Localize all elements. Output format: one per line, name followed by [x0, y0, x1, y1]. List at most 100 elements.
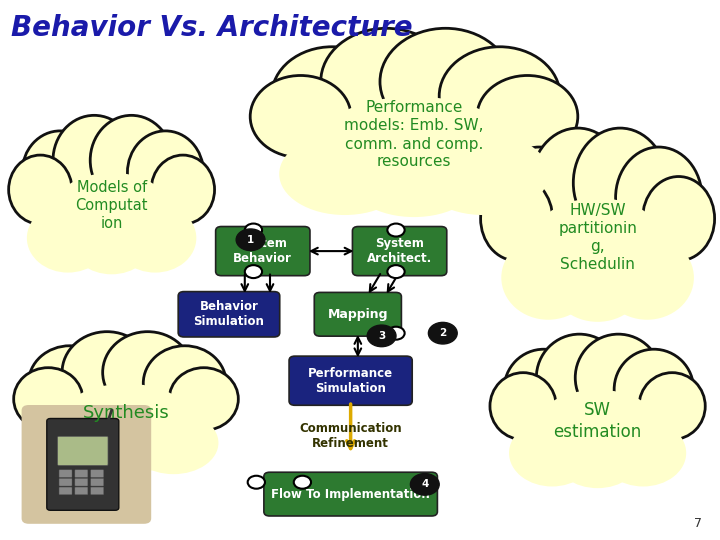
Ellipse shape — [540, 390, 656, 453]
Ellipse shape — [439, 47, 560, 145]
Ellipse shape — [90, 116, 173, 205]
Ellipse shape — [307, 86, 521, 184]
Text: SW
estimation: SW estimation — [554, 401, 642, 441]
Circle shape — [387, 327, 405, 340]
Text: Behavior
Simulation: Behavior Simulation — [194, 300, 264, 328]
Ellipse shape — [103, 332, 192, 413]
Ellipse shape — [34, 411, 123, 474]
Ellipse shape — [129, 411, 218, 474]
FancyBboxPatch shape — [353, 226, 446, 275]
Ellipse shape — [600, 235, 694, 320]
Text: Mapping: Mapping — [328, 308, 388, 321]
Ellipse shape — [490, 373, 556, 440]
Ellipse shape — [81, 416, 171, 476]
Ellipse shape — [151, 155, 215, 224]
Text: HW/SW
partitionin
g,
Schedulin: HW/SW partitionin g, Schedulin — [558, 203, 637, 272]
Circle shape — [236, 229, 265, 251]
Ellipse shape — [418, 133, 549, 215]
Ellipse shape — [27, 204, 109, 273]
Ellipse shape — [643, 177, 714, 261]
Ellipse shape — [66, 384, 186, 442]
Ellipse shape — [325, 97, 502, 173]
FancyBboxPatch shape — [22, 405, 151, 524]
Circle shape — [387, 265, 405, 278]
Circle shape — [245, 224, 262, 237]
Text: Flow To Implementation: Flow To Implementation — [271, 488, 430, 501]
Ellipse shape — [143, 346, 226, 421]
FancyBboxPatch shape — [75, 478, 88, 486]
Ellipse shape — [575, 334, 662, 421]
Ellipse shape — [504, 349, 583, 430]
FancyBboxPatch shape — [216, 226, 310, 275]
FancyBboxPatch shape — [91, 487, 104, 495]
Ellipse shape — [496, 147, 582, 248]
Ellipse shape — [551, 242, 644, 322]
FancyBboxPatch shape — [264, 472, 438, 516]
Ellipse shape — [501, 235, 595, 320]
Ellipse shape — [9, 155, 72, 224]
Circle shape — [367, 325, 396, 347]
Circle shape — [248, 476, 265, 489]
Ellipse shape — [509, 420, 595, 487]
Ellipse shape — [62, 332, 152, 413]
Ellipse shape — [348, 139, 480, 217]
Ellipse shape — [127, 131, 204, 214]
Ellipse shape — [480, 177, 552, 261]
Ellipse shape — [14, 368, 83, 430]
FancyBboxPatch shape — [289, 356, 412, 405]
Ellipse shape — [614, 349, 693, 430]
Text: Models of
Computat
ion: Models of Computat ion — [76, 180, 148, 231]
Ellipse shape — [53, 116, 135, 205]
Ellipse shape — [380, 28, 511, 135]
Text: System
Architect.: System Architect. — [367, 237, 432, 265]
FancyBboxPatch shape — [91, 478, 104, 486]
Circle shape — [428, 322, 457, 344]
FancyBboxPatch shape — [59, 487, 72, 495]
Text: 4: 4 — [421, 480, 428, 489]
Text: Communication
Refinement: Communication Refinement — [300, 422, 402, 450]
Ellipse shape — [534, 198, 661, 277]
FancyBboxPatch shape — [314, 293, 402, 336]
Ellipse shape — [22, 131, 98, 214]
Ellipse shape — [169, 368, 238, 430]
Ellipse shape — [45, 164, 179, 246]
Ellipse shape — [71, 208, 153, 274]
Text: 7: 7 — [694, 517, 702, 530]
Ellipse shape — [531, 128, 624, 238]
FancyBboxPatch shape — [47, 418, 119, 510]
Ellipse shape — [321, 28, 452, 135]
Text: Performance
Simulation: Performance Simulation — [308, 367, 393, 395]
Ellipse shape — [271, 47, 392, 145]
Ellipse shape — [554, 424, 641, 488]
Ellipse shape — [573, 128, 667, 238]
FancyBboxPatch shape — [91, 470, 104, 477]
FancyBboxPatch shape — [59, 470, 72, 477]
Ellipse shape — [279, 133, 410, 215]
Circle shape — [410, 474, 439, 495]
Text: Performance
models: Emb. SW,
comm. and comp.
resources: Performance models: Emb. SW, comm. and c… — [344, 100, 484, 170]
Ellipse shape — [521, 187, 674, 288]
Ellipse shape — [527, 381, 668, 461]
Circle shape — [387, 224, 405, 237]
Ellipse shape — [251, 76, 351, 158]
Text: Behavior Vs. Architecture: Behavior Vs. Architecture — [11, 14, 413, 42]
Text: 3: 3 — [378, 331, 385, 341]
Ellipse shape — [536, 334, 623, 421]
Ellipse shape — [600, 420, 686, 487]
Ellipse shape — [28, 346, 112, 421]
Ellipse shape — [616, 147, 702, 248]
Ellipse shape — [53, 376, 199, 450]
FancyBboxPatch shape — [75, 487, 88, 495]
Text: 1: 1 — [247, 235, 254, 245]
Circle shape — [245, 265, 262, 278]
Text: 2: 2 — [439, 328, 446, 338]
Text: System
Behavior: System Behavior — [233, 237, 292, 265]
Circle shape — [294, 476, 311, 489]
FancyBboxPatch shape — [75, 470, 88, 477]
FancyBboxPatch shape — [59, 478, 72, 486]
Ellipse shape — [56, 173, 167, 238]
Circle shape — [438, 327, 455, 340]
FancyBboxPatch shape — [58, 436, 108, 465]
Ellipse shape — [477, 76, 577, 158]
FancyBboxPatch shape — [179, 292, 280, 337]
